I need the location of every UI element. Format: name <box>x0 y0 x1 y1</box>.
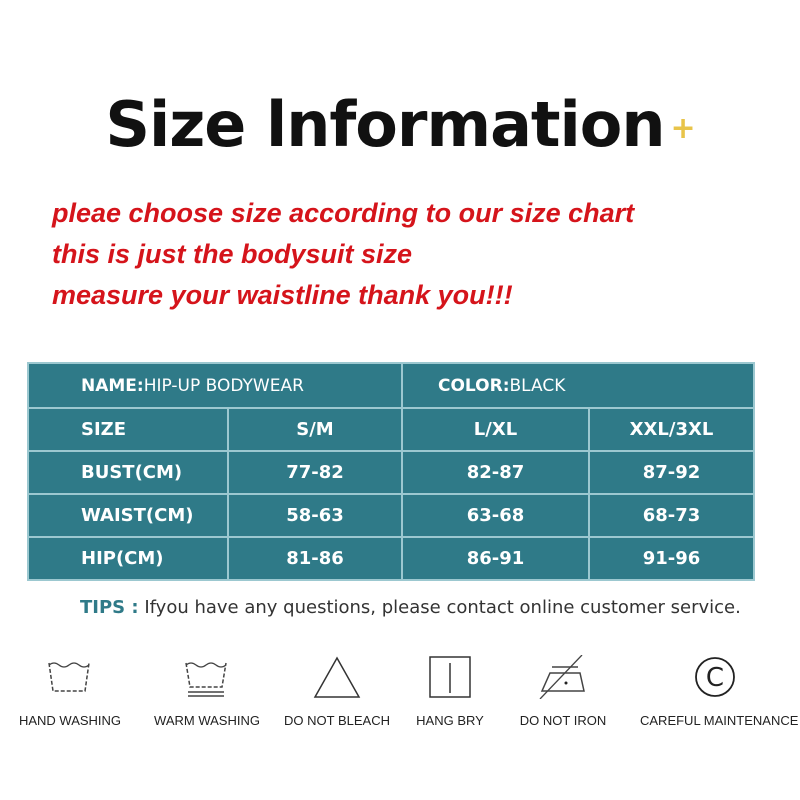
care-item: HAND WASHING <box>5 655 135 728</box>
page-title: Size lnformation + <box>105 88 696 161</box>
table-header-row: SIZE S/M L/XL XXL/3XL <box>27 407 755 452</box>
header-cell: S/M <box>227 407 403 452</box>
care-label: DO NOT BLEACH <box>284 713 390 728</box>
hand-wash-icon <box>48 662 90 692</box>
table-row: HIP(CM) 81-86 86-91 91-96 <box>27 536 755 581</box>
do-not-bleach-icon <box>313 656 361 698</box>
tips-label: TIPS : <box>80 597 139 618</box>
care-label: HANG BRY <box>416 713 484 728</box>
warm-wash-icon <box>185 662 227 697</box>
table-row: BUST(CM) 77-82 82-87 87-92 <box>27 450 755 495</box>
row-label: HIP(CM) <box>27 536 229 581</box>
table-row: WAIST(CM) 58-63 63-68 68-73 <box>27 493 755 538</box>
tips: TIPS : Ifyou have any questions, please … <box>80 597 741 618</box>
cell: 81-86 <box>227 536 403 581</box>
cell: 91-96 <box>588 536 755 581</box>
care-label: DO NOT IRON <box>519 713 607 728</box>
row-label: BUST(CM) <box>27 450 229 495</box>
care-label: WARM WASHING <box>154 713 260 728</box>
row-label: WAIST(CM) <box>27 493 229 538</box>
tips-text: Ifyou have any questions, please contact… <box>138 597 741 618</box>
care-item: DO NOT IRON <box>498 655 628 728</box>
care-item: DO NOT BLEACH <box>272 655 402 728</box>
name-label: NAME: <box>81 375 144 396</box>
care-item: HANG BRY <box>385 655 515 728</box>
cell: 63-68 <box>401 493 590 538</box>
svg-text:C: C <box>706 663 724 693</box>
hang-dry-icon <box>429 656 471 698</box>
care-item: WARM WASHING <box>142 655 272 728</box>
header-cell: SIZE <box>27 407 229 452</box>
cell: 58-63 <box>227 493 403 538</box>
size-table: NAME:HIP-UP BODYWEAR COLOR:BLACK SIZE S/M L… <box>27 362 755 581</box>
care-label: CAREFUL MAINTENANCE <box>640 713 799 728</box>
note-line: pleae choose size according to our size … <box>52 198 635 228</box>
note-line: this is just the bodysuit size <box>52 239 413 269</box>
care-item: C CAREFUL MAINTENANCE <box>640 655 799 728</box>
header-cell: L/XL <box>401 407 590 452</box>
care-label: HAND WASHING <box>18 713 122 728</box>
cell: 77-82 <box>227 450 403 495</box>
color-value: BLACK <box>509 375 566 396</box>
note-line: measure your waistline thank you!!! <box>52 280 513 310</box>
cell: 86-91 <box>401 536 590 581</box>
careful-maintenance-icon: C <box>695 657 735 697</box>
color-label: COLOR: <box>438 375 510 396</box>
cell: 87-92 <box>588 450 755 495</box>
cell: 68-73 <box>588 493 755 538</box>
header-cell: XXL/3XL <box>588 407 755 452</box>
cell: 82-87 <box>401 450 590 495</box>
product-info-row: NAME:HIP-UP BODYWEAR COLOR:BLACK <box>27 362 755 409</box>
name-value: HIP-UP BODYWEAR <box>143 375 304 396</box>
plus-icon: + <box>670 111 696 147</box>
do-not-iron-icon <box>539 655 585 699</box>
